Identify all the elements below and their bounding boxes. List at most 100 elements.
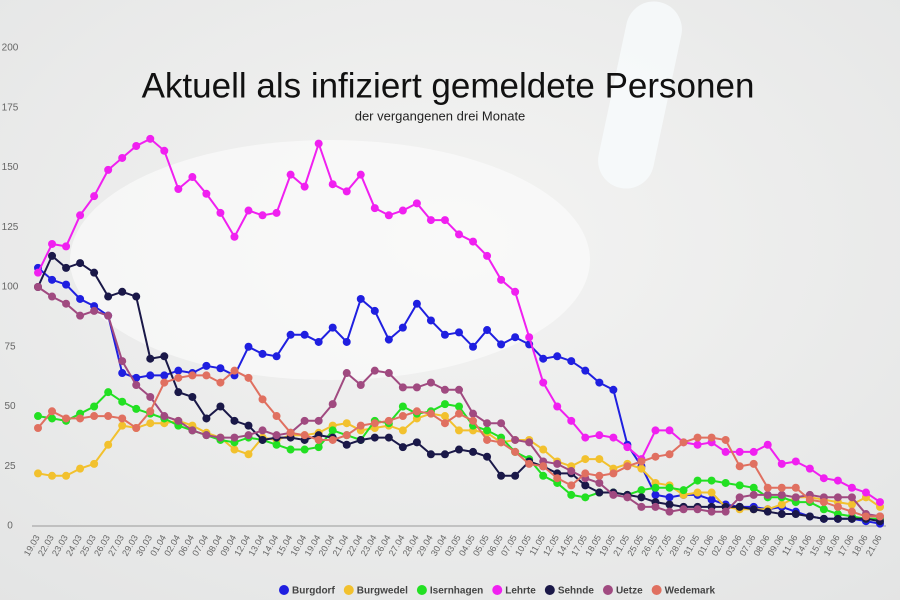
data-point (48, 292, 57, 301)
data-point (412, 383, 421, 392)
data-point (483, 435, 492, 444)
data-point (76, 464, 85, 473)
data-point (90, 459, 99, 468)
data-point (426, 316, 435, 325)
y-tick-label: 0 (7, 521, 13, 532)
data-point (847, 500, 856, 509)
data-point (286, 428, 295, 437)
data-point (314, 435, 323, 444)
data-point (328, 180, 337, 189)
data-point (90, 306, 99, 315)
data-point (777, 510, 786, 519)
data-point (230, 416, 239, 425)
data-point (300, 330, 309, 339)
data-point (62, 471, 71, 480)
data-point (861, 512, 870, 521)
data-point (384, 335, 393, 344)
data-point (62, 280, 71, 289)
data-point (272, 352, 281, 361)
data-point (679, 505, 688, 514)
data-point (244, 342, 253, 351)
data-point (118, 153, 127, 162)
data-point (370, 204, 379, 213)
data-point (707, 433, 716, 442)
data-point (833, 514, 842, 523)
data-point (258, 435, 267, 444)
data-point (749, 490, 758, 499)
data-point (721, 507, 730, 516)
data-point (370, 419, 379, 428)
data-point (48, 275, 57, 284)
data-point (455, 426, 463, 435)
data-point (455, 409, 463, 418)
data-point (497, 419, 506, 428)
data-point (440, 400, 449, 409)
data-point (160, 412, 169, 421)
data-point (539, 471, 548, 480)
data-point (847, 483, 856, 492)
data-point (34, 469, 42, 478)
data-point (146, 407, 155, 416)
data-point (188, 371, 197, 380)
data-point (455, 385, 463, 394)
data-point (230, 232, 239, 241)
background-shape (598, 1, 682, 189)
data-point (356, 421, 365, 430)
data-point (777, 490, 786, 499)
data-point (230, 366, 239, 375)
data-point (721, 435, 730, 444)
data-point (202, 414, 211, 423)
data-point (525, 459, 534, 468)
data-point (497, 471, 506, 480)
data-point (398, 383, 407, 392)
data-point (342, 369, 351, 378)
data-point (314, 416, 323, 425)
data-point (216, 433, 225, 442)
data-point (511, 435, 520, 444)
chart-title: Aktuell als infiziert gemeldete Personen (142, 66, 755, 105)
data-point (104, 311, 113, 320)
data-point (300, 431, 309, 440)
data-point (384, 211, 393, 220)
data-point (118, 369, 127, 378)
data-point (426, 216, 435, 225)
data-point (511, 471, 520, 480)
data-point (174, 388, 183, 397)
data-point (833, 493, 842, 502)
data-point (34, 424, 42, 433)
data-point (440, 450, 449, 459)
data-point (118, 397, 127, 406)
data-point (735, 493, 744, 502)
data-point (398, 412, 407, 421)
data-point (581, 433, 590, 442)
legend-label: Burgwedel (357, 586, 408, 597)
data-point (328, 323, 337, 332)
data-point (511, 287, 520, 296)
data-point (132, 292, 141, 301)
data-point (819, 498, 828, 507)
legend-marker (544, 585, 555, 595)
data-point (118, 414, 127, 423)
data-point (833, 502, 842, 511)
data-point (76, 211, 85, 220)
data-point (749, 447, 758, 456)
data-point (819, 505, 828, 514)
data-point (272, 440, 281, 449)
data-point (623, 493, 632, 502)
data-point (637, 493, 646, 502)
data-point (567, 357, 576, 366)
data-point (665, 450, 674, 459)
data-point (553, 459, 562, 468)
data-point (132, 380, 141, 389)
data-point (679, 486, 688, 495)
data-point (469, 342, 478, 351)
data-point (174, 373, 183, 382)
data-point (216, 378, 225, 387)
data-point (707, 488, 716, 497)
data-point (763, 490, 772, 499)
data-point (426, 378, 435, 387)
data-point (118, 287, 127, 296)
legend-marker (651, 585, 662, 595)
data-point (553, 474, 562, 483)
data-point (539, 378, 548, 387)
